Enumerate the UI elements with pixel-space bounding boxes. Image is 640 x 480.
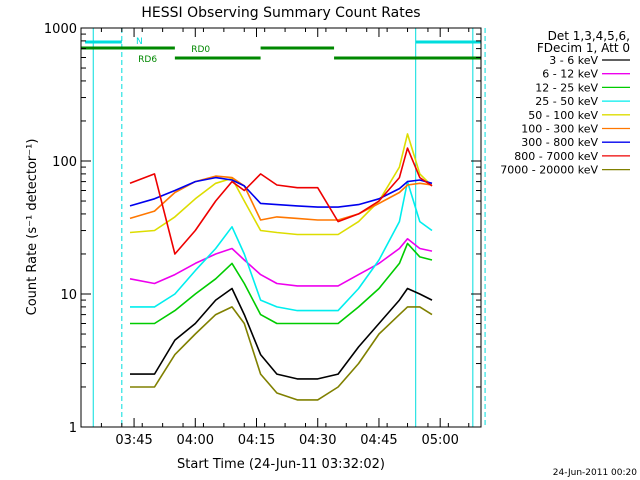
rd0-flag-label: RD0 [191, 45, 210, 55]
night-flag-label: N [136, 37, 143, 47]
night-band-1 [80, 27, 94, 428]
legend-label-800-7000-kev: 800 - 7000 keV [514, 150, 598, 163]
legend-label-6-12-kev: 6 - 12 keV [542, 68, 598, 81]
series-line-12-25-kev [130, 242, 433, 325]
plot-frame [80, 27, 482, 428]
legend-header-line-1: Det 1,3,4,5,6, [548, 29, 630, 43]
y-tick-label: 10 [60, 288, 77, 303]
series-line-25-50-kev [130, 180, 433, 312]
y-tick-label: 100 [52, 155, 77, 170]
series-line-3-6-kev [130, 287, 433, 380]
series-line-800-7000-kev [129, 147, 433, 255]
legend-label-3-6-kev: 3 - 6 keV [549, 54, 598, 67]
axes: 03:45 04:00 04:15 04:30 04:45 05:00 1 10 100 1000 [44, 22, 481, 448]
legend-label-100-300-kev: 100 - 300 keV [521, 123, 598, 136]
legend-header-line-2: FDecim 1, Att 0 [537, 41, 630, 55]
x-tick-label: 03:45 [115, 433, 152, 448]
footer-date: 24-Jun-2011 00:20 [553, 468, 637, 478]
y-axis-label: Count Rate (s⁻¹ detector⁻¹) [25, 139, 40, 316]
x-tick-label: 04:30 [299, 433, 336, 448]
x-axis-label: Start Time (24-Jun-11 03:32:02) [177, 457, 385, 472]
legend-label-12-25-kev: 12 - 25 keV [535, 81, 598, 94]
x-tick-label: 04:45 [360, 433, 397, 448]
chart-title: HESSI Observing Summary Count Rates [141, 5, 420, 21]
x-tick-label: 04:15 [238, 433, 275, 448]
instrument-flags: N RD0 RD6 [80, 27, 486, 428]
legend-label-7000-20000-kev: 7000 - 20000 keV [500, 164, 598, 177]
x-tick-label: 05:00 [421, 433, 458, 448]
legend-label-300-800-kev: 300 - 800 keV [521, 136, 598, 149]
series-line-300-800-kev [129, 176, 433, 208]
legend-label-25-50-kev: 25 - 50 keV [535, 95, 598, 108]
series-layer [129, 133, 433, 401]
series-line-100-300-kev [129, 175, 433, 221]
series-line-7000-20000-kev [130, 306, 433, 401]
y-tick-label: 1000 [44, 22, 77, 37]
y-tick-label: 1 [69, 421, 77, 436]
series-line-6-12-kev [129, 238, 433, 287]
series-line-50-100-kev [129, 133, 433, 236]
rd6-flag-label: RD6 [138, 55, 157, 65]
night-band-2 [472, 27, 482, 428]
x-tick-label: 04:00 [177, 433, 214, 448]
legend-label-50-100-kev: 50 - 100 keV [528, 109, 598, 122]
